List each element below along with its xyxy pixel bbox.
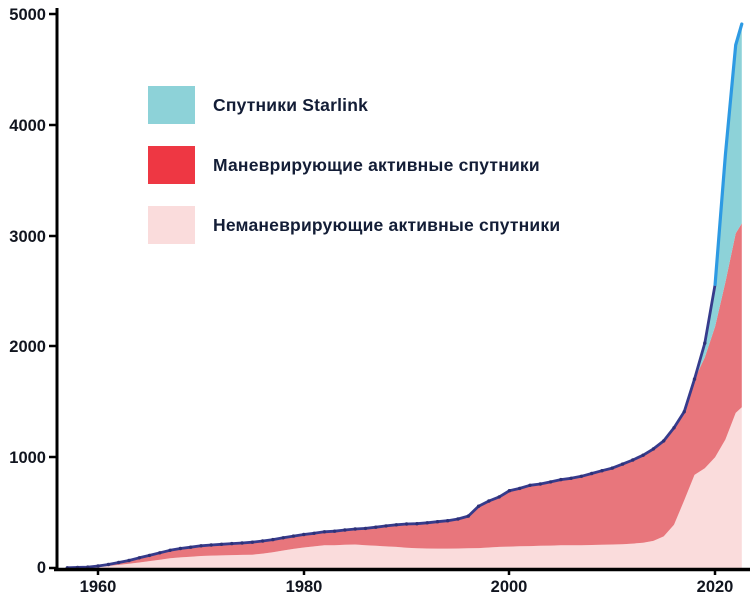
y-tick-label: 2000: [9, 338, 46, 356]
plot-areas: [65, 22, 744, 570]
total-line-historical: [65, 283, 717, 570]
starlink-swatch: [148, 86, 195, 124]
legend-label-maneuvering: Маневрирующие активные спутники: [213, 154, 540, 175]
x-tick-label: 1980: [286, 578, 323, 596]
legend-label-non-maneuvering: Неманеврирующие активные спутники: [213, 214, 561, 235]
legend-label-starlink: Спутники Starlink: [213, 94, 369, 115]
x-tick-label: 1960: [80, 578, 117, 596]
area-maneuvering: [67, 223, 742, 568]
x-tick-label: 2000: [491, 578, 528, 596]
area-non-maneuvering: [67, 407, 742, 568]
y-axis: 5000 4000 3000 2000 1000 0: [9, 6, 59, 577]
legend-item-non-maneuvering: Неманеврирующие активные спутники: [148, 206, 560, 244]
non-maneuvering-swatch: [148, 206, 195, 244]
total-line-recent: [713, 22, 744, 286]
x-tick-label: 2020: [697, 578, 734, 596]
maneuvering-swatch: [148, 146, 195, 184]
y-tick-label: 5000: [9, 6, 46, 24]
y-tick-label: 4000: [9, 117, 46, 135]
legend-item-maneuvering: Маневрирующие активные спутники: [148, 146, 560, 184]
y-tick-label: 0: [37, 559, 46, 577]
y-tick-label: 1000: [9, 449, 46, 467]
legend-item-starlink: Спутники Starlink: [148, 86, 560, 124]
total-line-markers: [65, 341, 707, 570]
legend: Спутники Starlink Маневрирующие активные…: [148, 86, 560, 266]
x-axis: 1960 1980 2000 2020: [54, 567, 750, 596]
y-tick-label: 3000: [9, 228, 46, 246]
